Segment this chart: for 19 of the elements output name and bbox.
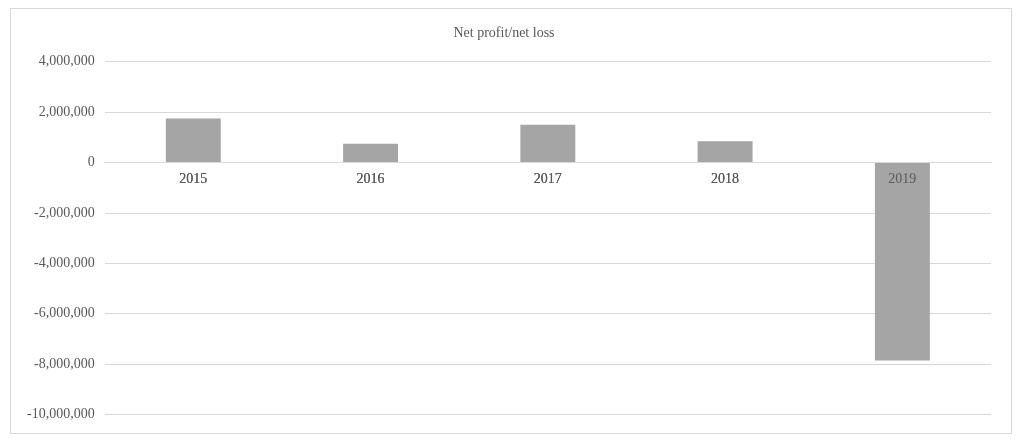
- y-tick-label: 0: [87, 154, 95, 170]
- y-tick-label: -6,000,000: [33, 305, 95, 321]
- y-tick-label: 4,000,000: [38, 53, 95, 69]
- bar: [343, 143, 399, 163]
- bar: [874, 163, 930, 361]
- y-tick-label: -2,000,000: [33, 204, 95, 220]
- x-tick-label: 2016: [356, 170, 385, 186]
- y-tick-label: -4,000,000: [33, 255, 95, 271]
- bar: [520, 124, 576, 163]
- x-tick-label: 2018: [711, 170, 740, 186]
- bar: [165, 118, 221, 163]
- chart-title: Net profit/net loss: [453, 25, 555, 41]
- y-tick-label: -10,000,000: [26, 406, 95, 422]
- x-tick-label: 2017: [533, 170, 562, 186]
- x-tick-label: 2015: [179, 170, 208, 186]
- y-tick-label: 2,000,000: [38, 103, 95, 119]
- y-tick-label: -8,000,000: [33, 355, 95, 371]
- x-tick-label: 2019: [888, 170, 917, 186]
- bar: [697, 141, 753, 163]
